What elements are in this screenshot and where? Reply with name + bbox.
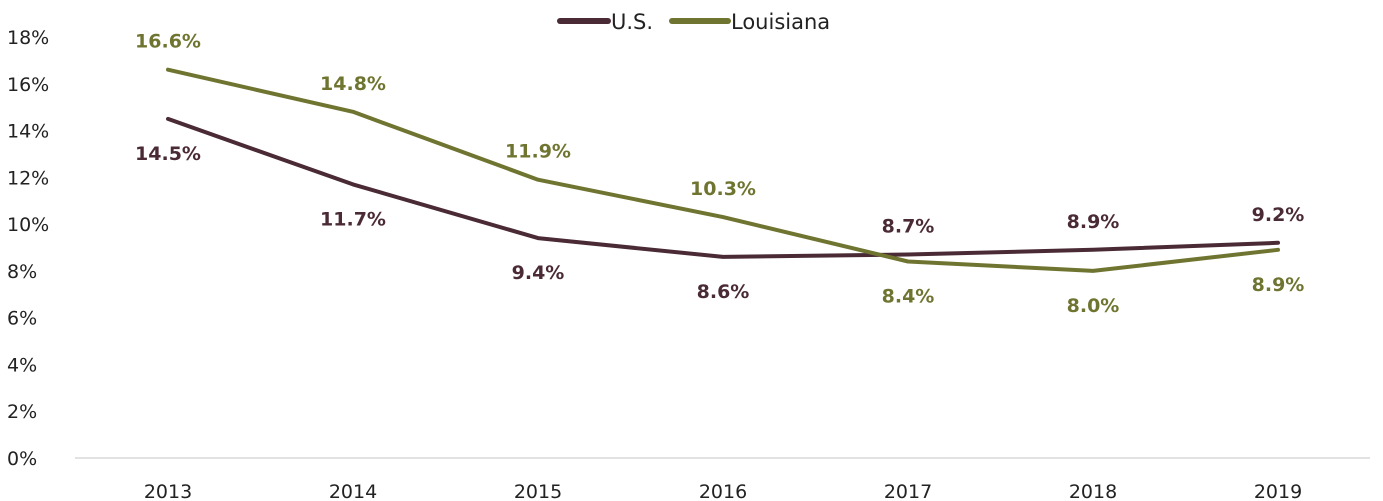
series-lines <box>166 67 1280 273</box>
data-label: 8.6% <box>697 281 750 303</box>
x-tick-label: 2019 <box>1254 481 1302 501</box>
y-tick-label: 14% <box>7 121 49 143</box>
data-label: 8.4% <box>882 286 935 308</box>
data-label: 10.3% <box>690 178 756 200</box>
data-label: 14.5% <box>135 143 201 165</box>
series-line-louisiana <box>166 67 1280 273</box>
x-tick-label: 2018 <box>1069 481 1117 501</box>
data-label: 16.6% <box>135 31 201 53</box>
y-tick-label: 16% <box>7 74 49 96</box>
x-tick-label: 2015 <box>514 481 562 501</box>
y-tick-label: 8% <box>7 261 37 283</box>
data-label: 11.7% <box>320 208 386 230</box>
data-label: 11.9% <box>505 141 571 163</box>
data-label: 9.2% <box>1252 204 1305 226</box>
series-line-us <box>166 116 1280 259</box>
data-label: 14.8% <box>320 73 386 95</box>
data-labels: 14.5% 11.7% 9.4% 8.6% 8.7% 8.9% 9.2% 16.6% 14.8%… <box>135 31 1304 317</box>
x-axis: 2013 2014 2015 2016 2017 2018 2019 <box>75 457 1370 501</box>
data-label: 8.9% <box>1252 274 1305 296</box>
legend-label: U.S. <box>611 10 653 34</box>
x-tick-label: 2014 <box>329 481 377 501</box>
y-tick-label: 2% <box>7 401 37 423</box>
y-tick-label: 18% <box>7 27 49 49</box>
x-tick-label: 2016 <box>699 481 747 501</box>
data-label: 8.0% <box>1067 295 1120 317</box>
data-label: 8.9% <box>1067 211 1120 233</box>
legend-label: Louisiana <box>731 10 830 34</box>
data-label: 8.7% <box>882 216 935 238</box>
y-tick-label: 4% <box>7 354 37 376</box>
chart-legend: U.S. Louisiana <box>557 10 830 34</box>
data-label: 9.4% <box>512 262 565 284</box>
x-tick-label: 2013 <box>144 481 192 501</box>
y-tick-label: 6% <box>7 308 37 330</box>
y-axis: 0% 2% 4% 6% 8% 10% 12% 14% 16% 18% <box>7 27 49 470</box>
y-tick-label: 12% <box>7 167 49 189</box>
x-tick-label: 2017 <box>884 481 932 501</box>
y-tick-label: 0% <box>7 448 37 470</box>
y-tick-label: 10% <box>7 214 49 236</box>
